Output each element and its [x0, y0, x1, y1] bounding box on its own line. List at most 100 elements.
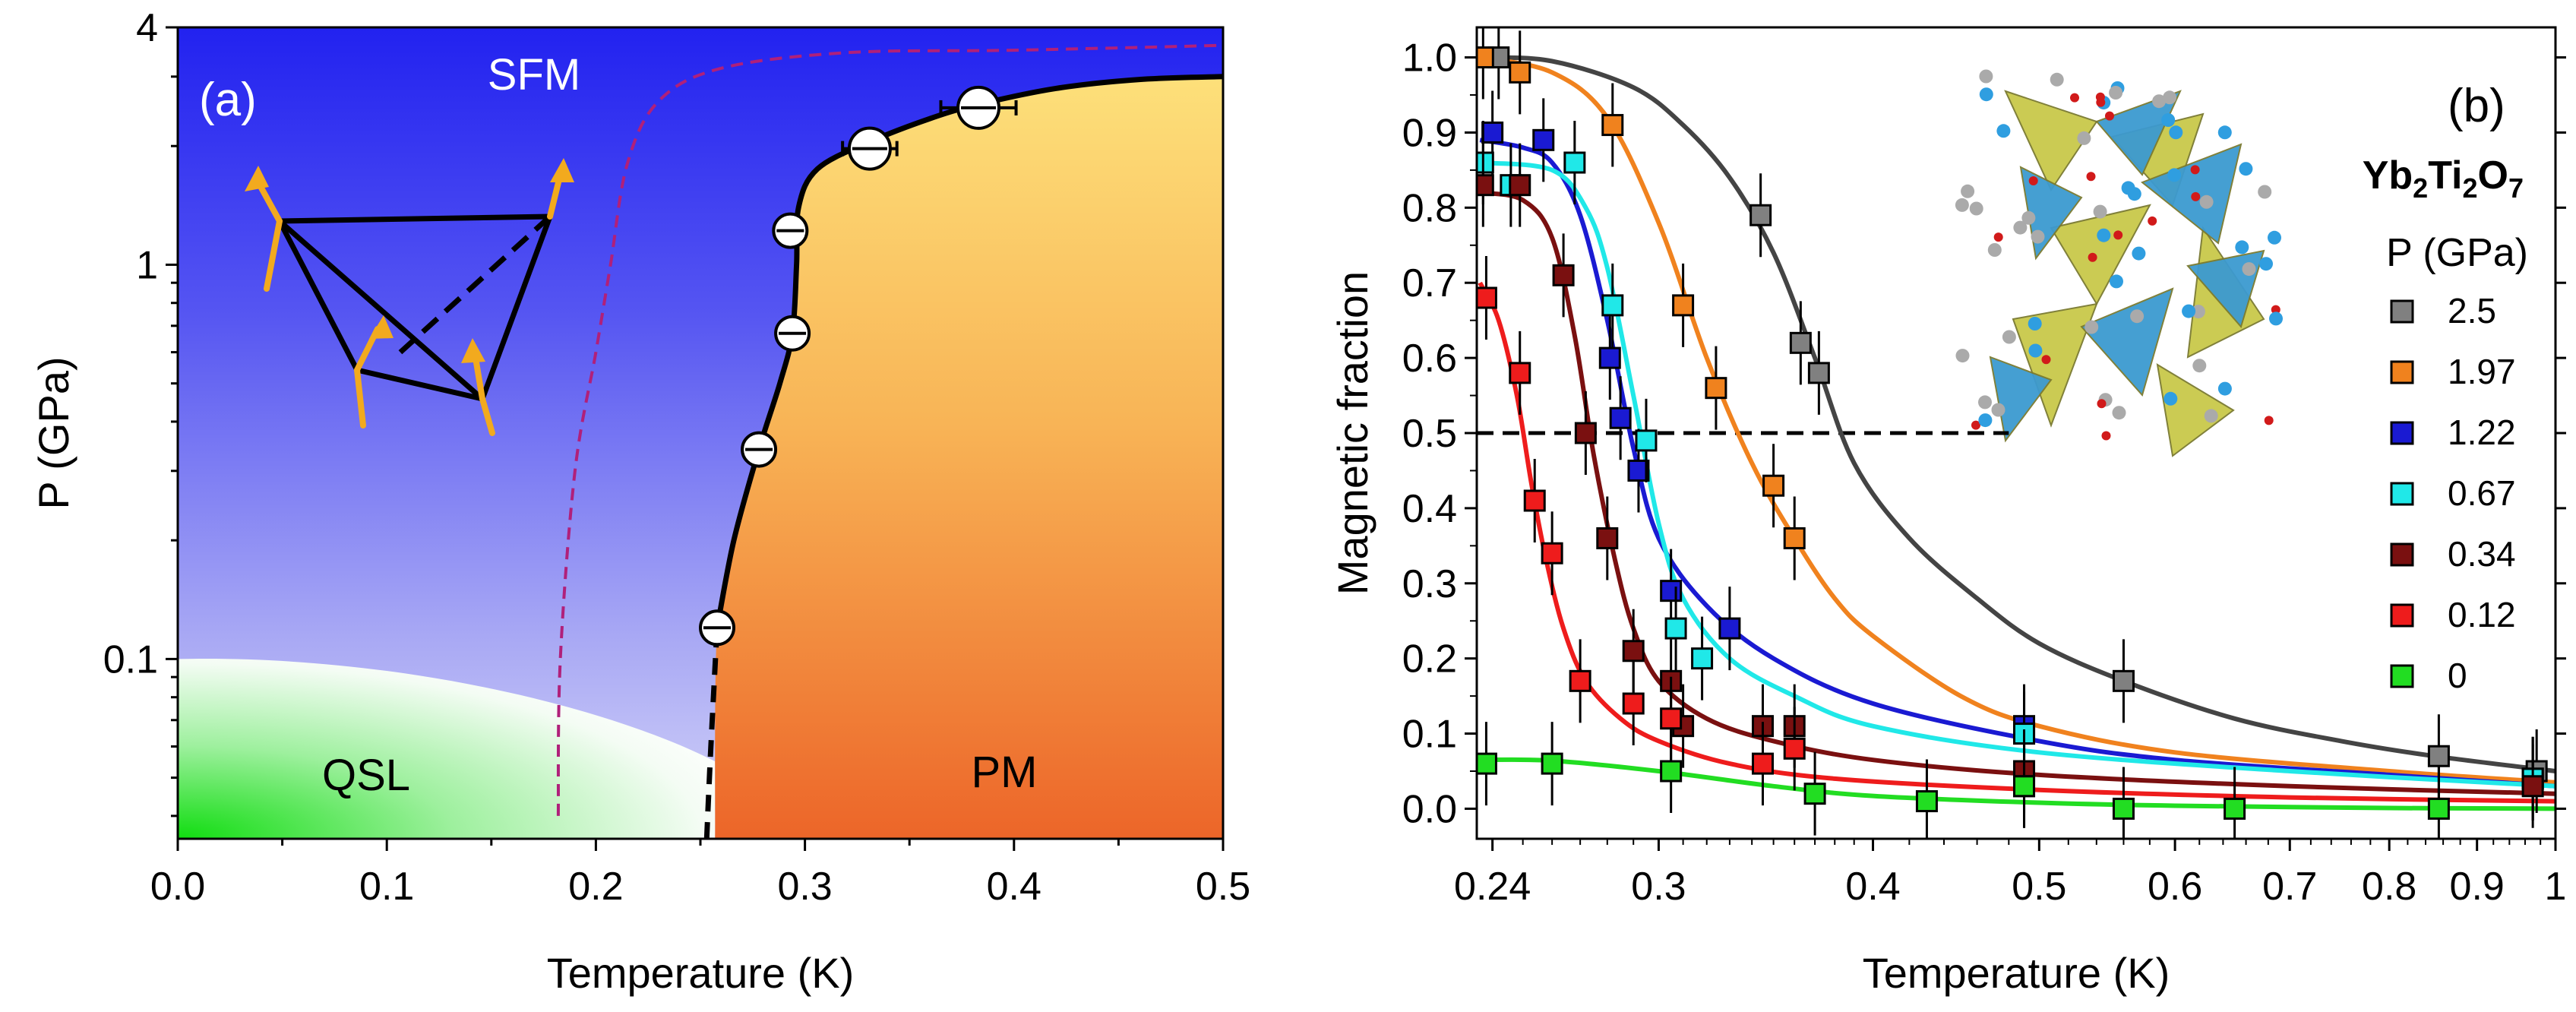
data-point-0.67: [1635, 429, 1658, 452]
data-point-0: [2224, 797, 2246, 820]
crystal-atom: [1978, 395, 1992, 410]
crystal-atom: [2163, 90, 2177, 105]
region-qsl-label: QSL: [322, 751, 410, 800]
crystal-atom: [2199, 194, 2214, 209]
crystal-atom: [1991, 403, 2005, 417]
crystal-structure-illustration: [1955, 69, 2283, 457]
material-label: Yb2Ti2O7: [2363, 153, 2524, 204]
crystal-atom: [2093, 204, 2107, 219]
legend-swatch-0.12: [2390, 603, 2414, 628]
crystal-atom: [2258, 185, 2272, 199]
crystal-atom: [2191, 191, 2201, 201]
tetrahedron-icon: [245, 158, 574, 436]
x-tick-label: 0.9: [2450, 865, 2505, 909]
data-point-1.97: [1762, 474, 1785, 497]
data-point-1.97: [1477, 46, 1494, 69]
data-point-0: [1915, 790, 1938, 813]
panel-b-label: (b): [2448, 80, 2505, 132]
x-tick-label: 0.1: [359, 865, 414, 909]
data-point-0.34: [1596, 527, 1619, 549]
crystal-atom: [2192, 359, 2207, 373]
crystal-atom: [2264, 416, 2274, 425]
legend-swatch-0: [2390, 664, 2414, 688]
data-point-1.22: [1481, 121, 1504, 144]
data-point-1.22: [1598, 346, 1621, 369]
data-point-1.22: [1660, 580, 1683, 602]
crystal-atom: [2217, 381, 2232, 396]
data-point-0.67: [1601, 294, 1624, 317]
x-tick-label: 0.8: [2362, 865, 2416, 909]
crystal-atom: [2070, 93, 2079, 103]
data-point-0.67: [1664, 617, 1687, 640]
crystal-atom: [2169, 125, 2183, 140]
data-point-0: [2112, 797, 2135, 820]
data-point-1.97: [1601, 114, 1624, 137]
y-tick-label: 0.9: [1402, 111, 1457, 155]
legend-swatch-1.22: [2390, 421, 2414, 445]
crystal-atom: [2088, 252, 2097, 262]
crystal-atom: [2097, 228, 2111, 242]
crystal-tetrahedron: [2004, 90, 2098, 192]
crystal-atom: [2121, 181, 2135, 195]
data-point-0: [1541, 752, 1563, 775]
y-axis-label-a: P (GPa): [30, 356, 77, 509]
legend-swatch-0.34: [2390, 542, 2414, 567]
crystal-atom: [2112, 406, 2126, 420]
crystal-atom: [2152, 94, 2167, 109]
x-tick-label: 0.5: [2012, 865, 2066, 909]
crystal-atom: [2101, 431, 2111, 441]
x-tick-label: 0.2: [568, 865, 623, 909]
y-tick-label: 0.4: [1402, 487, 1457, 531]
crystal-atom: [2190, 165, 2200, 175]
legend-label: 0.67: [2448, 473, 2516, 513]
data-point-2.5: [2427, 745, 2450, 767]
y-tick-label: 1.0: [1402, 36, 1457, 81]
y-tick-label: 0.2: [1402, 637, 1457, 682]
crystal-atom: [1961, 184, 1975, 198]
y-tick-label: 1: [136, 243, 158, 287]
legend-title: P (GPa): [2386, 231, 2528, 275]
magenta-dashed-boundary: [556, 43, 1223, 816]
data-point-0.12: [1509, 362, 1531, 384]
crystal-tetrahedron: [2080, 287, 2174, 397]
data-point-2.5: [1749, 204, 1772, 226]
legend-label: 1.22: [2448, 413, 2516, 452]
crystal-atom: [2013, 220, 2028, 235]
legend-swatch-0.67: [2390, 482, 2414, 506]
crystal-atom: [2148, 216, 2157, 226]
crystal-atom: [1969, 201, 1983, 216]
data-point-0.34: [1552, 264, 1575, 286]
y-tick-label: 0.0: [1402, 787, 1457, 831]
y-tick-label: 0.1: [103, 637, 158, 682]
x-tick-label: 1: [2545, 865, 2567, 909]
data-point-0.12: [1541, 542, 1563, 565]
data-point-0.12: [1751, 752, 1774, 775]
crystal-atom: [2085, 320, 2099, 334]
legend-swatch-1.97: [2390, 360, 2414, 384]
y-tick-label: 0.8: [1402, 186, 1457, 230]
region-pm-label: PM: [972, 748, 1038, 797]
region-sfm-label: SFM: [488, 50, 580, 100]
crystal-atom: [1987, 243, 2002, 257]
data-point-0.34: [2521, 775, 2544, 798]
phase-boundary-dashed: [703, 628, 720, 839]
data-point-1.97: [1672, 294, 1695, 317]
crystal-atom: [1996, 124, 2011, 138]
data-point-0.12: [1523, 489, 1546, 512]
data-point-0.67: [1691, 647, 1714, 670]
crystal-atom: [2109, 86, 2123, 100]
crystal-atom: [2050, 72, 2064, 87]
data-point-2.5: [2112, 669, 2135, 692]
crystal-atom: [2021, 210, 2036, 225]
crystal-atom: [1979, 69, 1993, 84]
crystal-atom: [2002, 330, 2016, 344]
crystal-atom: [1971, 420, 1980, 430]
data-point-0.34: [1574, 422, 1597, 444]
legend-label: 1.97: [2448, 352, 2516, 391]
x-axis-label-b: Temperature (K): [1863, 949, 2170, 997]
crystal-atom: [2182, 304, 2196, 318]
y-axis-label-b: Magnetic fraction: [1329, 271, 1377, 595]
crystal-atom: [2269, 312, 2283, 326]
legend-label: 0: [2448, 656, 2467, 695]
crystal-atom: [2164, 391, 2178, 406]
